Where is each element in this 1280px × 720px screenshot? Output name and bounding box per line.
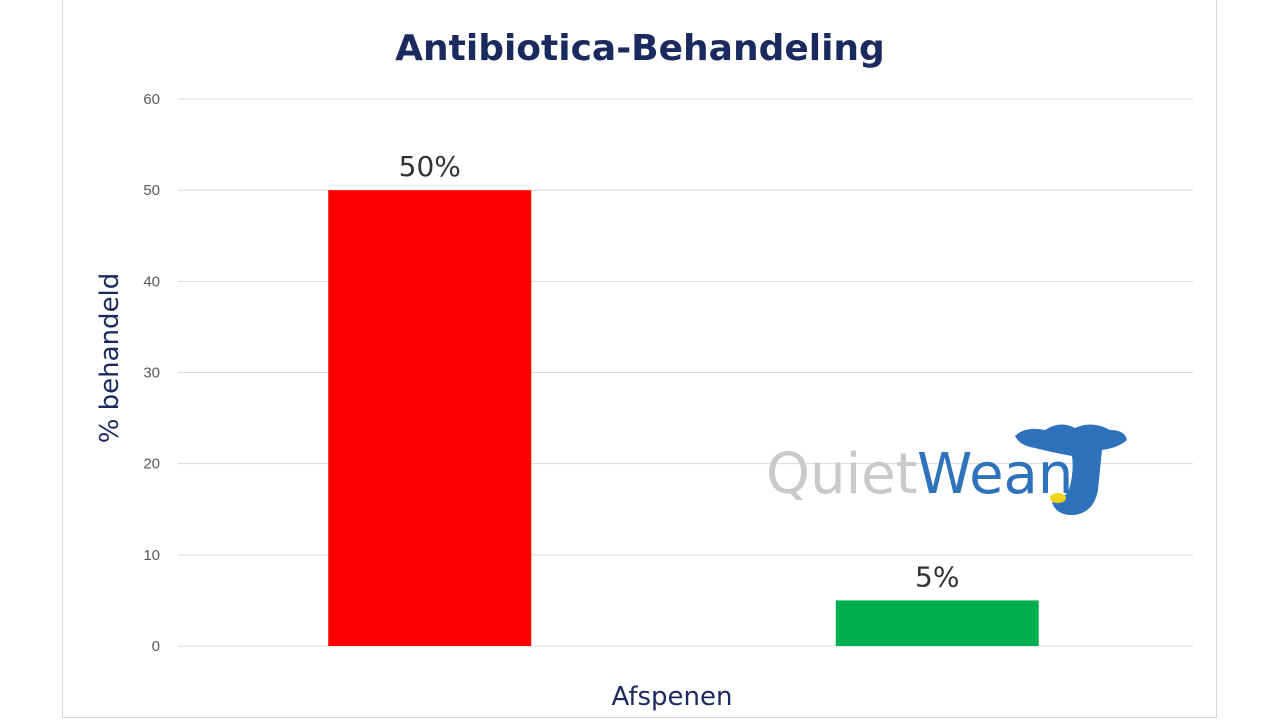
chart-title: Antibiotica-Behandeling	[395, 28, 885, 69]
bar-value-label: 5%	[915, 560, 959, 593]
y-axis-label: % behandeld	[95, 273, 125, 444]
y-tick-label: 10	[143, 547, 160, 564]
bars	[328, 190, 1039, 646]
cow-nose-icon	[1050, 493, 1066, 503]
y-tick-label: 0	[152, 638, 160, 655]
y-tick-label: 30	[143, 365, 160, 382]
bar	[328, 190, 532, 646]
bar-value-label: 50%	[399, 150, 461, 183]
y-tick-label: 40	[143, 273, 160, 290]
chart-frame	[62, 0, 1217, 718]
y-tick-label: 20	[143, 456, 160, 473]
logo-quiet-text: Quiet	[766, 442, 918, 507]
bar	[835, 600, 1039, 646]
cow-head-icon	[1015, 424, 1127, 516]
y-tick-label: 50	[143, 182, 160, 199]
logo-wean-text: Wean	[917, 442, 1073, 507]
data-labels: 50% 5%	[399, 150, 960, 593]
quietwean-logo: Quiet Wean	[766, 424, 1127, 516]
y-tick-label: 60	[143, 91, 160, 108]
y-axis-ticks: 0 10 20 30 40 50 60	[143, 91, 160, 655]
x-axis-label: Afspenen	[611, 682, 732, 712]
